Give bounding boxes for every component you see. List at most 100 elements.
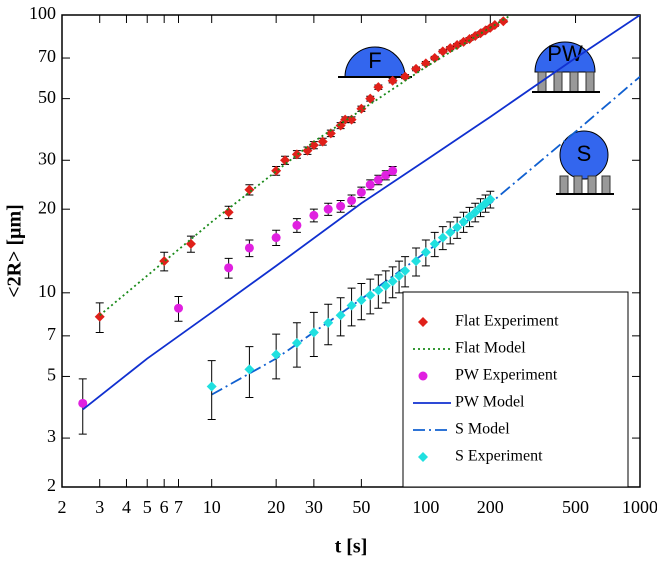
legend-label: PW Model [455, 394, 525, 411]
marker [400, 71, 411, 82]
marker [485, 194, 496, 205]
legend-label: Flat Experiment [455, 313, 559, 330]
marker [271, 349, 282, 360]
marker [429, 53, 440, 64]
marker [365, 180, 375, 190]
y-tick-label: 3 [47, 426, 56, 446]
plot-area [78, 15, 640, 435]
marker [445, 227, 456, 238]
marker [271, 165, 282, 176]
legend-box [402, 291, 629, 488]
x-tick-label: 100 [412, 497, 439, 517]
legend: Flat Experiment Flat Model PW Experiment PW… [402, 291, 629, 488]
plot-frame [61, 14, 641, 488]
marker [347, 195, 357, 205]
x-tick-label: 6 [160, 497, 169, 517]
marker [429, 238, 440, 249]
marker [420, 247, 431, 258]
marker [335, 310, 346, 321]
marker [458, 216, 469, 227]
marker [302, 145, 313, 156]
x-tick-label: 20 [267, 497, 285, 517]
marker [380, 280, 391, 291]
marker [381, 170, 391, 180]
marker [387, 75, 398, 86]
marker [244, 243, 254, 253]
marker [323, 317, 334, 328]
x-tick-label: 7 [174, 497, 183, 517]
series-line [82, 15, 640, 411]
marker [387, 276, 398, 287]
marker [336, 201, 346, 211]
x-tick-label: 5 [143, 497, 152, 517]
marker [373, 285, 384, 296]
x-tick-label: 4 [122, 497, 131, 517]
marker [308, 327, 319, 338]
inset-label: F [368, 48, 381, 73]
marker [223, 207, 234, 218]
marker [418, 452, 428, 462]
marker [356, 295, 367, 306]
y-axis-title: <2R> [μm] [4, 204, 26, 298]
marker [418, 317, 428, 327]
marker [365, 93, 376, 104]
marker [346, 300, 357, 311]
inset-f: F [338, 46, 412, 78]
y-tick-label: 30 [38, 148, 56, 168]
y-tick-label: 70 [38, 46, 56, 66]
x-tick-label: 50 [352, 497, 370, 517]
y-tick-label: 10 [38, 281, 56, 301]
inset-label: PW [547, 41, 583, 66]
legend-label: PW Experiment [455, 367, 558, 384]
x-tick-label: 30 [305, 497, 323, 517]
marker [308, 140, 319, 151]
marker [411, 63, 422, 74]
y-tick-label: 5 [47, 365, 56, 385]
marker [224, 263, 234, 273]
marker [346, 114, 357, 125]
marker [292, 220, 302, 230]
y-tick-label: 2 [47, 475, 56, 495]
inset-s: S [556, 130, 614, 195]
marker [323, 204, 333, 214]
marker [373, 82, 384, 93]
x-axis-title: t [s] [335, 536, 368, 558]
marker [420, 58, 431, 69]
legend-label: S Model [455, 421, 510, 438]
y-tick-label: 100 [29, 3, 56, 23]
x-tick-label: 10 [203, 497, 221, 517]
y-tick-label: 50 [38, 87, 56, 107]
x-tick-label: 1000 [622, 497, 657, 517]
marker [356, 187, 366, 197]
marker [373, 175, 383, 185]
marker [291, 337, 302, 348]
marker [271, 233, 281, 243]
marker [309, 210, 319, 220]
marker [78, 398, 88, 408]
y-tick-label: 7 [47, 324, 56, 344]
marker [317, 136, 328, 147]
x-tick-label: 500 [562, 497, 589, 517]
marker [464, 211, 475, 222]
marker [394, 270, 405, 281]
marker [437, 232, 448, 243]
marker [470, 207, 481, 218]
legend-label: Flat Model [455, 340, 526, 357]
x-tick-label: 200 [477, 497, 504, 517]
marker [174, 303, 184, 313]
marker [325, 128, 336, 139]
marker [437, 46, 448, 57]
marker [244, 184, 255, 195]
marker [388, 166, 398, 176]
legend-label: S Experiment [455, 448, 543, 465]
marker [185, 238, 196, 249]
marker [411, 256, 422, 267]
inset-label: S [577, 141, 592, 166]
marker [452, 222, 463, 233]
y-tick-label: 20 [38, 197, 56, 217]
series-line [99, 15, 512, 316]
x-tick-label: 3 [95, 497, 104, 517]
marker [418, 371, 428, 381]
